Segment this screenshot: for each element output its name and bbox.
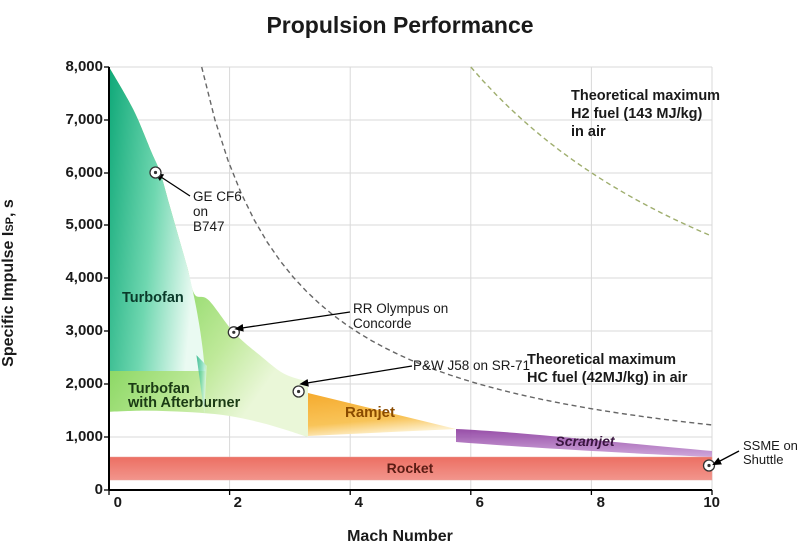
- svg-text:in air: in air: [571, 124, 606, 140]
- svg-text:H2 fuel (143 MJ/kg): H2 fuel (143 MJ/kg): [571, 106, 703, 122]
- svg-text:Turbofan: Turbofan: [122, 290, 184, 306]
- svg-text:Concorde: Concorde: [353, 316, 412, 331]
- svg-text:Ramjet: Ramjet: [345, 404, 395, 421]
- svg-text:Theoretical maximum: Theoretical maximum: [571, 88, 720, 104]
- svg-text:Theoretical maximum: Theoretical maximum: [527, 352, 676, 368]
- svg-text:Shuttle: Shuttle: [743, 452, 783, 467]
- svg-text:P&W J58 on SR-71: P&W J58 on SR-71: [413, 358, 530, 373]
- svg-text:SSME on: SSME on: [743, 438, 798, 453]
- svg-text:with Afterburner: with Afterburner: [127, 395, 241, 411]
- svg-text:Rocket: Rocket: [387, 460, 434, 476]
- svg-text:GE CF6: GE CF6: [193, 189, 242, 204]
- svg-text:HC fuel (42MJ/kg) in air: HC fuel (42MJ/kg) in air: [527, 370, 688, 386]
- svg-text:on: on: [193, 204, 208, 219]
- svg-text:B747: B747: [193, 219, 225, 234]
- svg-text:Scramjet: Scramjet: [555, 433, 615, 449]
- svg-text:RR Olympus on: RR Olympus on: [353, 301, 448, 316]
